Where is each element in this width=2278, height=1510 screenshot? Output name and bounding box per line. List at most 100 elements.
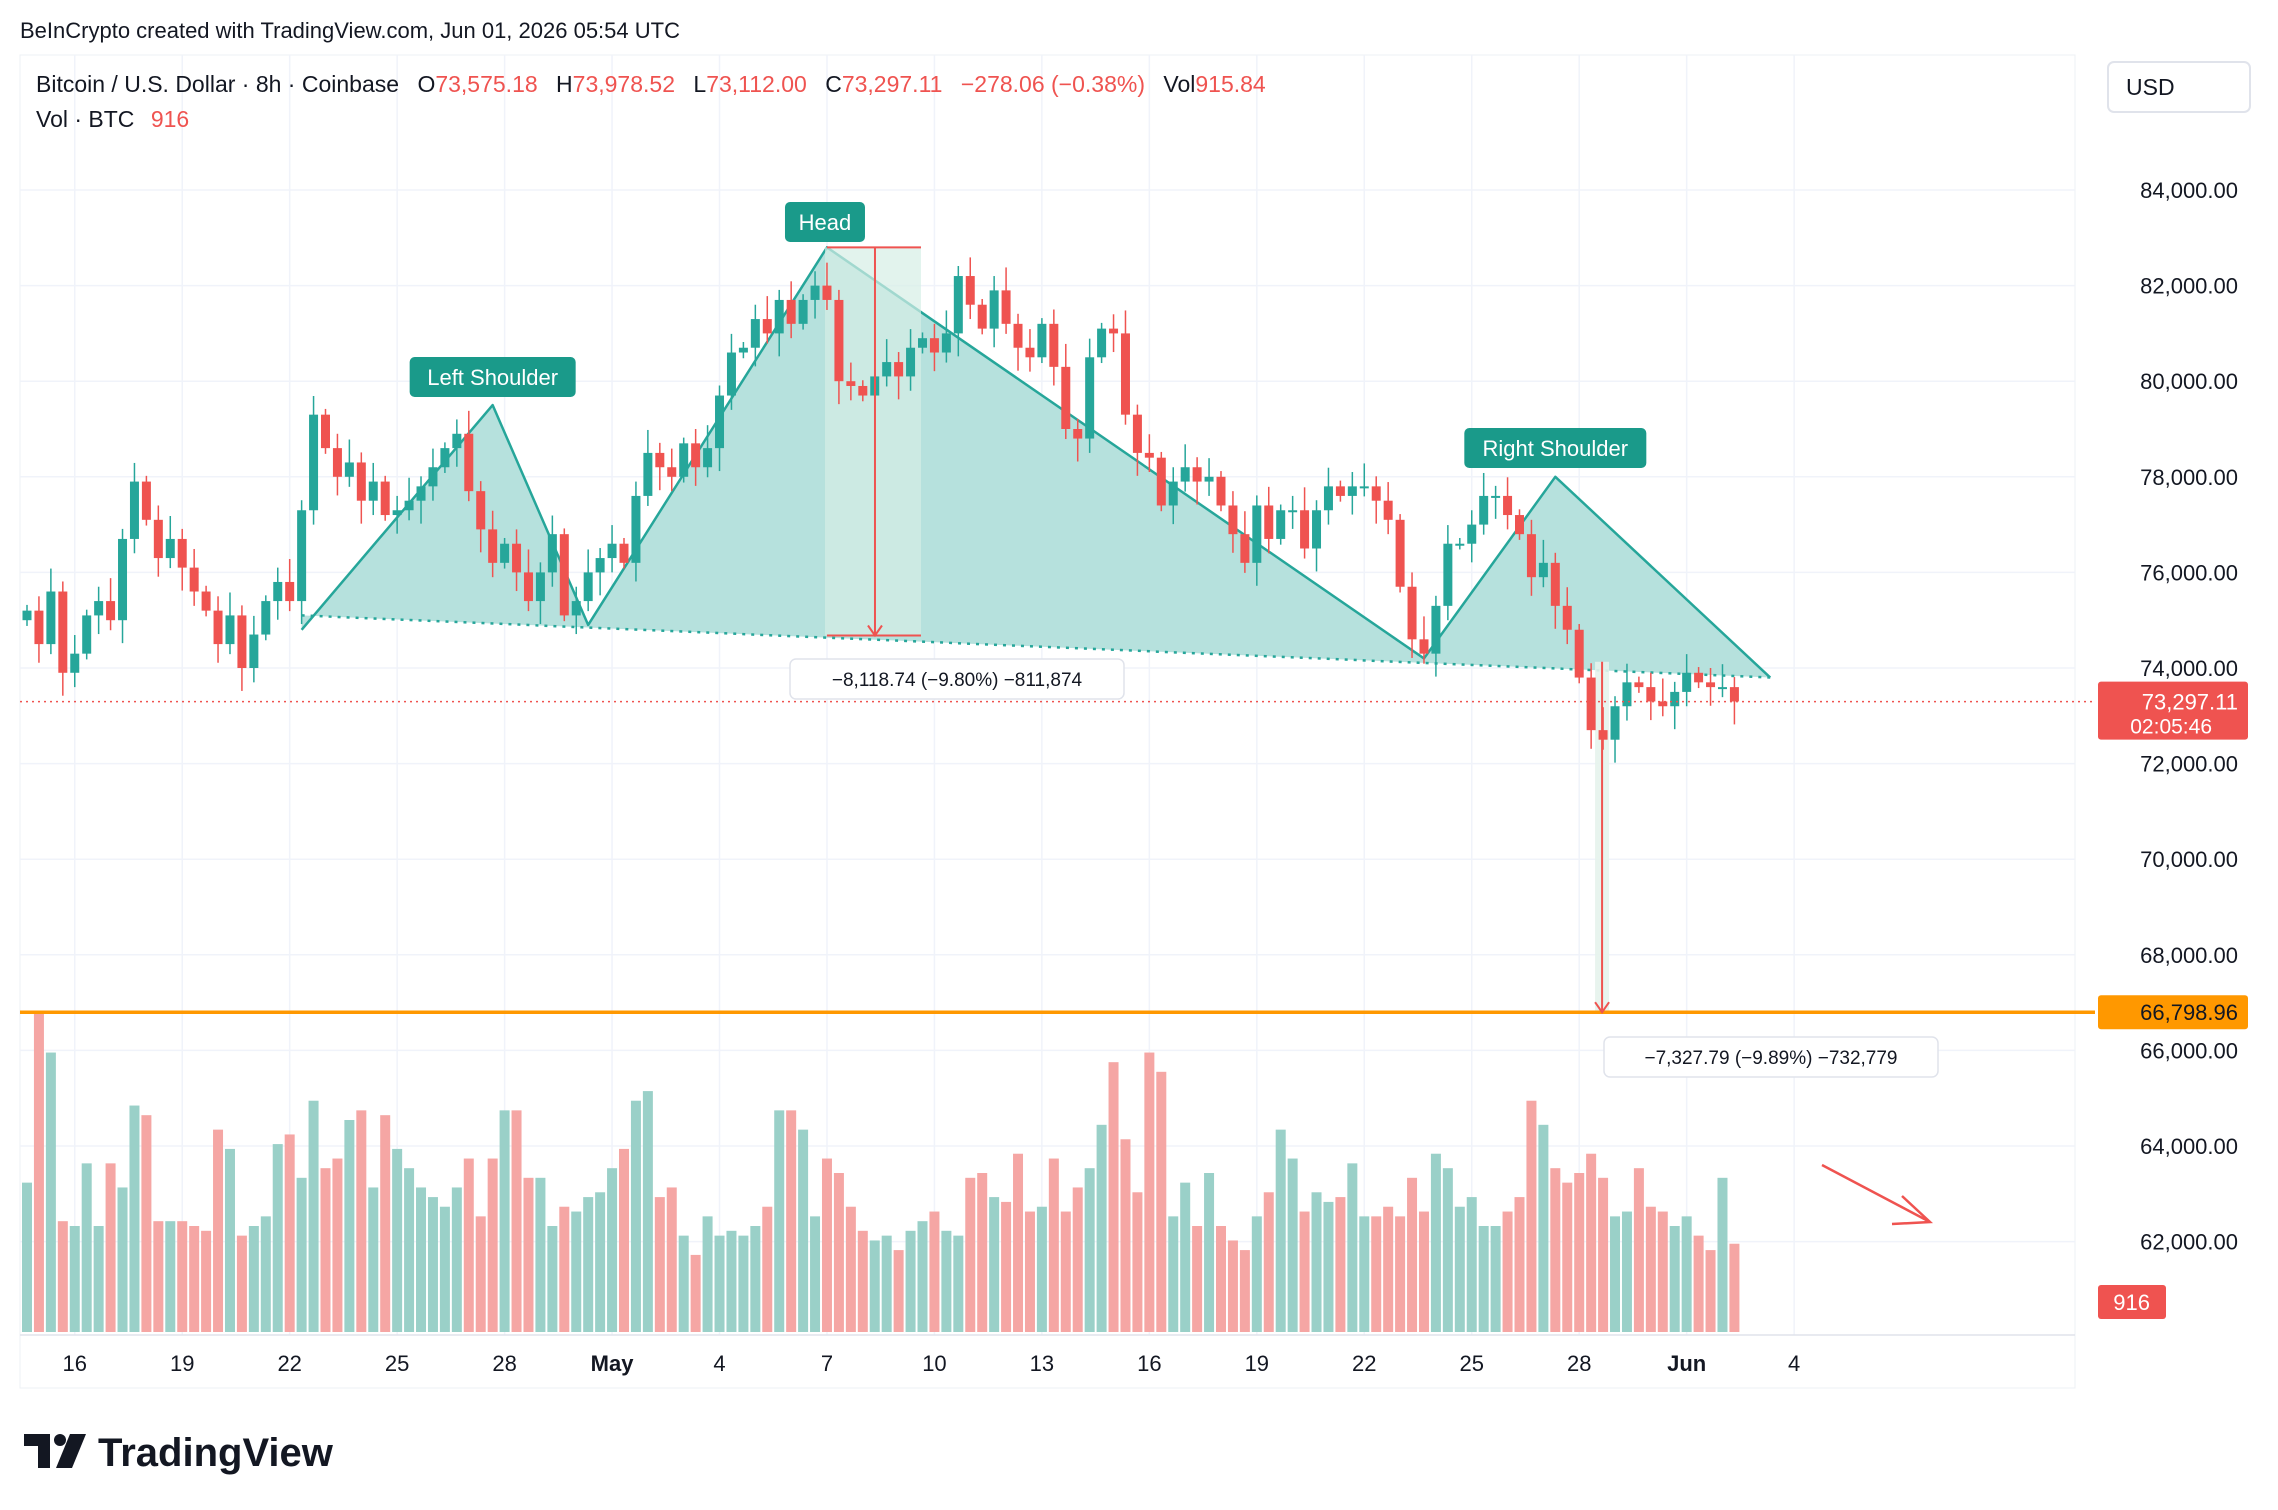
- candle[interactable]: [177, 528, 187, 591]
- candle[interactable]: [1085, 338, 1095, 453]
- candle[interactable]: [1538, 539, 1548, 588]
- price-axis[interactable]: 84,000.00 82,000.00 80,000.00 78,000.00 76,0…: [2098, 178, 2248, 1319]
- candle[interactable]: [1431, 595, 1441, 677]
- candle[interactable]: [356, 452, 366, 524]
- candle[interactable]: [929, 323, 939, 372]
- candle[interactable]: [941, 310, 951, 363]
- candle[interactable]: [715, 385, 725, 472]
- candle[interactable]: [368, 462, 378, 516]
- candle[interactable]: [750, 304, 760, 367]
- candle[interactable]: [1240, 511, 1250, 573]
- candle[interactable]: [118, 528, 128, 644]
- candle[interactable]: [786, 281, 796, 339]
- candle[interactable]: [452, 419, 462, 467]
- candle[interactable]: [822, 262, 832, 310]
- candle[interactable]: [1717, 664, 1727, 698]
- candle[interactable]: [129, 462, 139, 554]
- candle[interactable]: [774, 289, 784, 357]
- candle[interactable]: [1622, 663, 1632, 721]
- candle[interactable]: [619, 537, 629, 569]
- candle[interactable]: [1252, 495, 1262, 586]
- candle[interactable]: [1371, 476, 1381, 524]
- candle[interactable]: [34, 596, 44, 663]
- candle[interactable]: [1562, 587, 1572, 645]
- candle[interactable]: [500, 537, 510, 569]
- candle[interactable]: [834, 289, 844, 405]
- candle[interactable]: [1323, 467, 1333, 525]
- candle[interactable]: [643, 429, 653, 506]
- candle[interactable]: [1216, 471, 1226, 512]
- candle[interactable]: [655, 442, 665, 491]
- candle[interactable]: [249, 615, 259, 683]
- candle[interactable]: [1264, 486, 1274, 554]
- candle[interactable]: [1156, 451, 1166, 512]
- candle[interactable]: [798, 294, 808, 330]
- candle[interactable]: [1073, 418, 1083, 462]
- candle[interactable]: [404, 477, 414, 521]
- candle[interactable]: [392, 495, 402, 534]
- candle[interactable]: [631, 481, 641, 582]
- candle[interactable]: [1300, 487, 1310, 559]
- candle[interactable]: [547, 515, 557, 587]
- candle[interactable]: [1013, 313, 1023, 371]
- candle[interactable]: [726, 333, 736, 410]
- candle[interactable]: [1479, 472, 1489, 535]
- candle[interactable]: [1586, 663, 1596, 749]
- candle[interactable]: [70, 635, 80, 688]
- candle[interactable]: [1335, 480, 1345, 502]
- candle[interactable]: [1670, 681, 1680, 730]
- candle[interactable]: [977, 298, 987, 335]
- candle[interactable]: [906, 329, 916, 391]
- candle[interactable]: [1467, 510, 1477, 563]
- candle[interactable]: [1132, 404, 1142, 476]
- candle[interactable]: [535, 562, 545, 625]
- candle[interactable]: [1515, 509, 1524, 540]
- candle[interactable]: [1729, 677, 1739, 725]
- candle[interactable]: [106, 578, 116, 631]
- candle[interactable]: [882, 339, 892, 387]
- candle[interactable]: [667, 448, 677, 492]
- candle[interactable]: [1061, 343, 1071, 440]
- candle[interactable]: [1001, 267, 1011, 334]
- candle[interactable]: [1204, 458, 1214, 496]
- candle[interactable]: [285, 559, 295, 612]
- candle[interactable]: [1037, 318, 1047, 364]
- candle[interactable]: [703, 425, 713, 478]
- candle[interactable]: [1503, 477, 1513, 530]
- candle[interactable]: [332, 433, 342, 496]
- candle[interactable]: [512, 529, 522, 592]
- candle[interactable]: [82, 609, 92, 660]
- candle[interactable]: [428, 448, 438, 501]
- candle[interactable]: [846, 362, 856, 401]
- candle[interactable]: [1180, 444, 1190, 492]
- candles[interactable]: [22, 257, 1739, 763]
- candle[interactable]: [1682, 654, 1692, 707]
- candle[interactable]: [476, 481, 486, 553]
- candle[interactable]: [965, 257, 975, 320]
- candle[interactable]: [94, 586, 104, 635]
- candle[interactable]: [559, 528, 569, 622]
- candle[interactable]: [1097, 322, 1107, 364]
- candle[interactable]: [523, 549, 533, 612]
- candle[interactable]: [237, 605, 247, 691]
- candle[interactable]: [1192, 457, 1202, 505]
- candle[interactable]: [571, 586, 581, 635]
- candle[interactable]: [464, 410, 474, 502]
- candle[interactable]: [141, 475, 151, 526]
- candle[interactable]: [1025, 329, 1035, 372]
- candle[interactable]: [1443, 525, 1453, 621]
- candle[interactable]: [1276, 504, 1286, 545]
- candle[interactable]: [1706, 668, 1716, 706]
- candle[interactable]: [1610, 696, 1620, 763]
- candle[interactable]: [309, 396, 319, 525]
- candle[interactable]: [297, 500, 307, 625]
- candle[interactable]: [22, 604, 32, 626]
- candle[interactable]: [595, 548, 605, 596]
- candle[interactable]: [894, 352, 904, 400]
- candle[interactable]: [380, 475, 390, 521]
- candle[interactable]: [1288, 495, 1298, 529]
- candle[interactable]: [583, 549, 593, 612]
- candle[interactable]: [918, 332, 927, 354]
- candle[interactable]: [165, 515, 175, 569]
